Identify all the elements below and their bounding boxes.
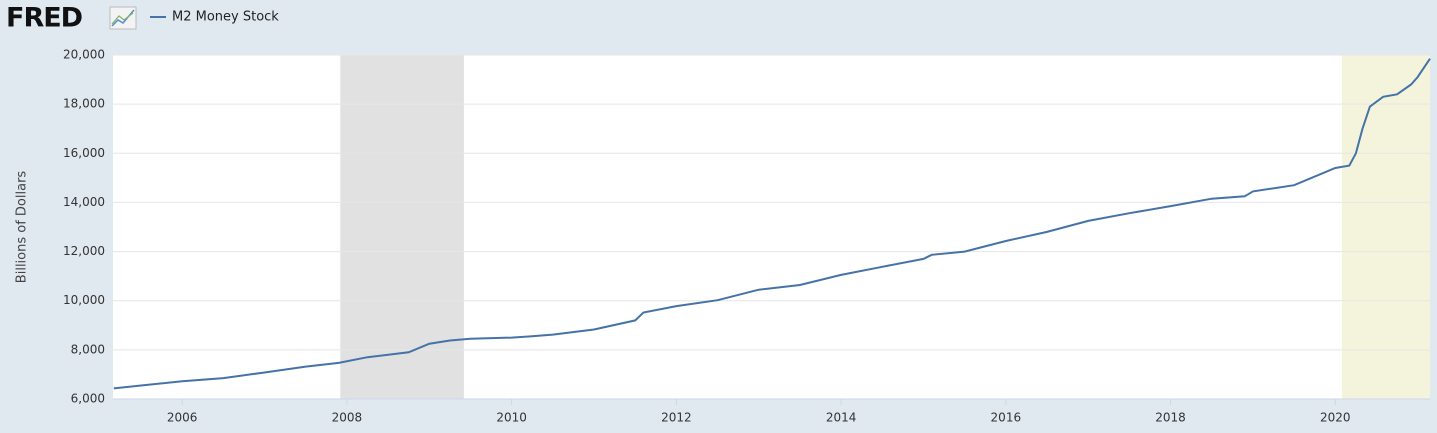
logo-icon [109, 6, 137, 30]
plot-area [113, 55, 1430, 399]
y-tick-label: 6,000 [71, 392, 105, 406]
y-tick-label: 12,000 [63, 244, 105, 258]
x-tick-label: 2016 [991, 411, 1022, 425]
y-tick-label: 20,000 [63, 48, 105, 62]
y-tick-label: 8,000 [71, 342, 105, 356]
y-tick-label: 18,000 [63, 97, 105, 111]
x-tick-label: 2018 [1155, 411, 1186, 425]
shaded-region [340, 55, 464, 399]
x-tick-label: 2006 [167, 411, 198, 425]
legend-label: M2 Money Stock [172, 10, 279, 25]
x-tick-label: 2014 [826, 411, 857, 425]
x-tick-label: 2010 [496, 411, 527, 425]
x-tick-label: 2012 [661, 411, 692, 425]
y-tick-label: 14,000 [63, 195, 105, 209]
x-tick-label: 2008 [332, 411, 363, 425]
y-tick-label: 10,000 [63, 293, 105, 307]
shaded-region [1341, 55, 1430, 399]
y-axis-title: Billions of Dollars [15, 171, 30, 284]
logo: FRED [6, 3, 82, 34]
y-tick-label: 16,000 [63, 146, 105, 160]
line-series [113, 58, 1431, 390]
x-tick-label: 2020 [1320, 411, 1351, 425]
